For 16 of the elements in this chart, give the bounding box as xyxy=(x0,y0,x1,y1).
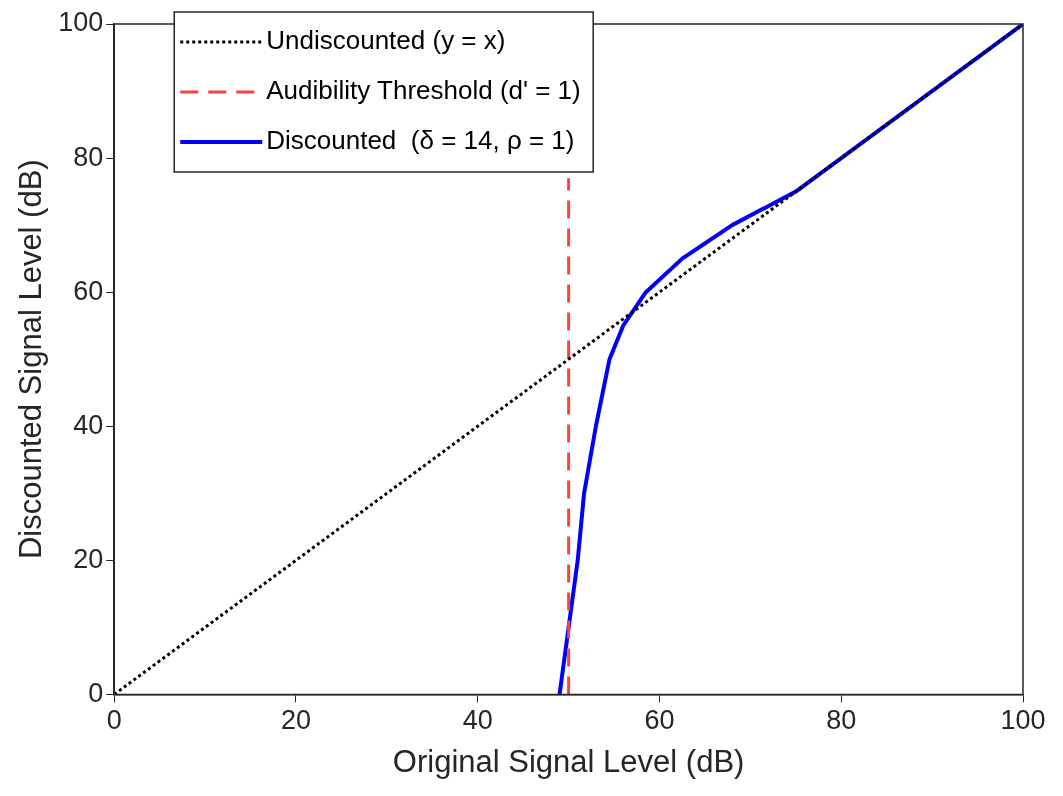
legend-label: Audibility Threshold (d' = 1) xyxy=(266,75,581,106)
x-axis-title: Original Signal Level (dB) xyxy=(392,743,745,779)
y-tick-label: 60 xyxy=(73,275,104,306)
y-tick-label: 40 xyxy=(73,409,104,440)
y-tick-label: 80 xyxy=(73,141,104,172)
y-axis-title: Discounted Signal Level (dB) xyxy=(13,159,49,560)
y-tick-label: 0 xyxy=(88,677,104,708)
x-tick-label: 80 xyxy=(826,705,857,736)
x-tick-label: 20 xyxy=(280,705,312,736)
x-tick-label: 40 xyxy=(462,705,493,736)
legend-label: Undiscounted (y = x) xyxy=(266,25,506,56)
y-tick-label: 20 xyxy=(73,543,104,574)
legend-label: Discounted (δ = 14, ρ = 1) xyxy=(266,125,575,156)
x-tick-label: 100 xyxy=(1000,705,1046,736)
x-tick-label: 60 xyxy=(644,705,675,736)
y-tick-label: 100 xyxy=(58,7,104,38)
